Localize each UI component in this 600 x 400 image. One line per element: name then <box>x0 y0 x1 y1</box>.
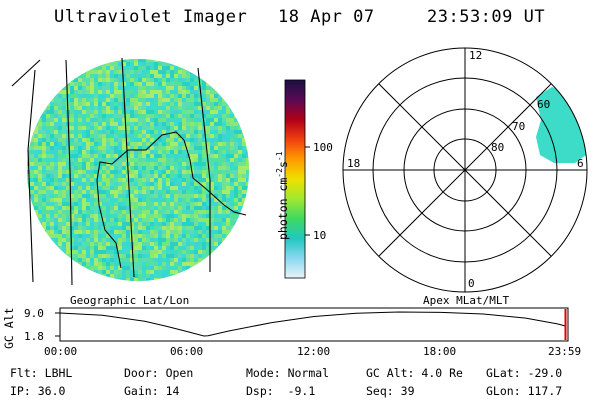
instrument-title: Ultraviolet Imager <box>54 7 248 27</box>
polar-grid <box>342 47 588 293</box>
colorbar-tick-100: 100 <box>313 141 333 154</box>
timeline-frame <box>59 307 569 342</box>
colorbar-unit-label: photon cm-2s-1 <box>275 151 290 240</box>
globe-image <box>11 57 249 286</box>
colorbar <box>284 79 310 279</box>
timeline-xtick: 18:00 <box>423 345 457 358</box>
status-dsp: Dsp: -9.1 <box>246 384 316 398</box>
timeline-ytick-top: 9.0 <box>24 307 44 320</box>
altitude-curve <box>59 311 567 337</box>
mlt-label-12: 12 <box>469 49 483 62</box>
lat-label-60: 60 <box>537 98 551 111</box>
timeline-xtick: 23:59 <box>548 345 582 358</box>
status-gc-alt: GC Alt: 4.0 Re <box>366 366 463 380</box>
status-door: Door: Open <box>124 366 194 380</box>
colorbar-gradient <box>284 79 306 279</box>
timeline-xtick: 00:00 <box>44 345 78 358</box>
polar-emission-patch <box>536 87 586 163</box>
mlt-label-6: 6 <box>577 157 584 170</box>
status-ip: IP: 36.0 <box>10 384 66 398</box>
time-label: 23:53:09 UT <box>427 7 546 27</box>
globe-caption: Geographic Lat/Lon <box>70 294 190 307</box>
status-glon: GLon: 117.7 <box>486 384 563 398</box>
coastline <box>96 131 247 269</box>
status-glat: GLat: -29.0 <box>486 366 563 380</box>
timeline-ytick-bottom: 1.8 <box>24 330 44 343</box>
status-seq: Seq: 39 <box>366 384 415 398</box>
status-flt: Flt: LBHL <box>10 366 73 380</box>
mlt-label-18: 18 <box>347 157 361 170</box>
polar-plot <box>342 47 588 293</box>
mlt-label-0: 0 <box>468 277 475 290</box>
globe-meridians <box>11 57 211 286</box>
colorbar-tick-10: 10 <box>313 229 327 242</box>
timeline-xtick: 06:00 <box>170 345 204 358</box>
status-mode: Mode: Normal <box>246 366 330 380</box>
altitude-timeline <box>55 307 569 342</box>
lat-label-70: 70 <box>512 120 526 133</box>
lat-label-80: 80 <box>491 141 505 154</box>
polar-caption: Apex MLat/MLT <box>423 294 510 307</box>
timeline-xtick: 12:00 <box>297 345 331 358</box>
globe-emission-pixels <box>27 59 249 281</box>
date-label: 18 Apr 07 <box>278 7 375 27</box>
status-gain: Gain: 14 <box>124 384 180 398</box>
timeline-y-label: GC Alt <box>2 307 16 349</box>
